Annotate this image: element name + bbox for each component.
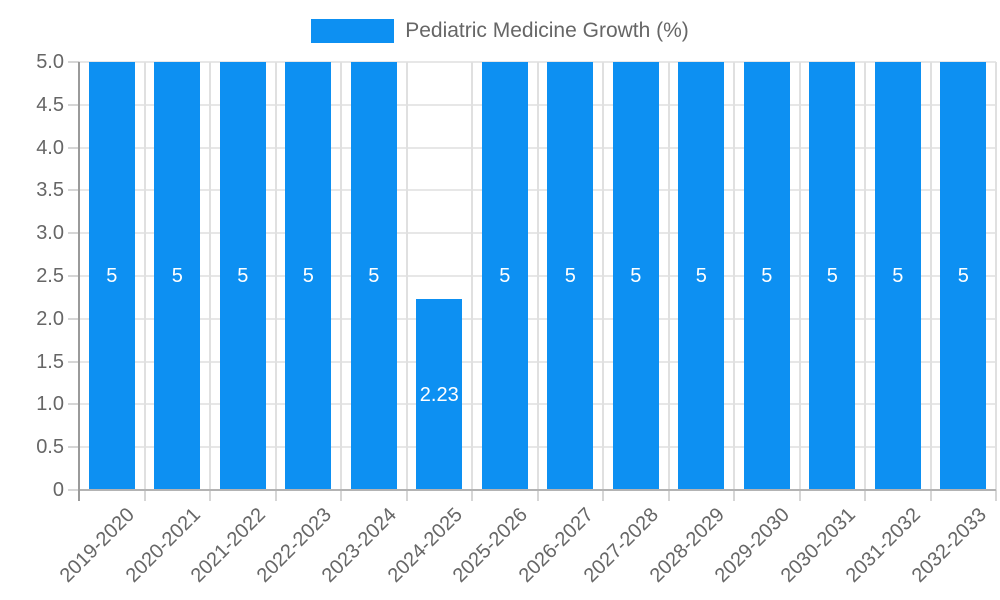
bar[interactable]: [285, 62, 332, 490]
y-axis-tick-label: 3.0: [36, 222, 64, 245]
bar-value-label: 5: [892, 265, 904, 287]
v-gridline: [274, 62, 277, 490]
bar-value-label: 5: [695, 265, 707, 287]
x-tick-mark: [340, 490, 342, 501]
bar-value-label: 5: [106, 265, 118, 287]
bar-value-label: 5: [761, 265, 773, 287]
v-gridline: [798, 62, 801, 490]
y-axis-tick-label: 3.5: [36, 179, 64, 202]
bar[interactable]: [743, 62, 790, 490]
y-tick-mark: [68, 403, 79, 406]
x-tick-mark: [405, 490, 408, 501]
legend-swatch-icon: [311, 19, 395, 43]
x-tick-mark: [995, 490, 997, 501]
bar[interactable]: [481, 62, 528, 490]
v-gridline: [405, 62, 408, 490]
y-tick-mark: [68, 446, 79, 449]
v-gridline: [602, 62, 604, 490]
bar[interactable]: [154, 62, 201, 490]
y-axis-tick-label: 4.0: [36, 136, 64, 159]
v-gridline: [995, 62, 997, 490]
y-tick-mark: [68, 189, 79, 192]
v-gridline: [864, 62, 866, 490]
x-tick-mark: [143, 490, 146, 501]
bar[interactable]: [809, 62, 856, 490]
y-axis-tick-label: 2.0: [36, 307, 64, 330]
y-axis-tick-label: 1.0: [36, 393, 64, 416]
y-tick-mark: [68, 61, 79, 63]
y-axis-tick-label: 5.0: [36, 51, 64, 73]
y-tick-mark: [68, 232, 79, 235]
y-tick-mark: [68, 317, 79, 320]
y-axis-tick-label: 4.5: [36, 93, 64, 116]
bar[interactable]: [547, 62, 594, 490]
v-gridline: [667, 62, 670, 490]
bar-value-label: 5: [368, 265, 380, 287]
bar[interactable]: [874, 62, 921, 490]
bar[interactable]: [88, 62, 135, 490]
bar-value-label: 5: [564, 265, 576, 287]
bar[interactable]: [612, 62, 659, 490]
x-axis-line: [79, 489, 996, 491]
x-tick-mark: [864, 490, 866, 501]
v-gridline: [143, 62, 146, 490]
bar[interactable]: [678, 62, 725, 490]
y-tick-mark: [68, 103, 79, 106]
bar-value-label: 5: [957, 265, 969, 287]
bar-value-label: 5: [171, 265, 183, 287]
y-axis-line: [78, 62, 80, 501]
x-tick-mark: [929, 490, 932, 501]
x-tick-mark: [798, 490, 801, 501]
x-tick-mark: [667, 490, 670, 501]
legend[interactable]: Pediatric Medicine Growth (%): [0, 19, 1000, 43]
bar[interactable]: [219, 62, 266, 490]
y-axis-tick-label: 0.5: [36, 436, 64, 459]
x-tick-mark: [471, 490, 473, 501]
y-tick-mark: [68, 489, 79, 491]
x-tick-mark: [536, 490, 539, 501]
bar-value-label: 5: [826, 265, 838, 287]
bar[interactable]: [940, 62, 987, 490]
v-gridline: [929, 62, 932, 490]
v-gridline: [209, 62, 211, 490]
bar-value-label: 5: [302, 265, 314, 287]
y-axis-tick-label: 1.5: [36, 350, 64, 373]
bar-value-label: 2.23: [419, 383, 459, 406]
y-axis-tick-label: 2.5: [36, 265, 64, 287]
bar-value-label: 5: [237, 265, 249, 287]
x-tick-mark: [274, 490, 277, 501]
bar-value-label: 5: [499, 265, 511, 287]
x-tick-mark: [209, 490, 211, 501]
bar-value-label: 5: [630, 265, 642, 287]
x-tick-mark: [602, 490, 604, 501]
y-axis-tick-label: 0: [52, 479, 64, 501]
v-gridline: [340, 62, 342, 490]
bar[interactable]: [350, 62, 397, 490]
y-tick-mark: [68, 360, 79, 363]
v-gridline: [733, 62, 735, 490]
x-tick-mark: [733, 490, 735, 501]
legend-label: Pediatric Medicine Growth (%): [405, 19, 689, 42]
v-gridline: [536, 62, 539, 490]
bar[interactable]: [416, 299, 463, 490]
v-gridline: [471, 62, 473, 490]
y-tick-mark: [68, 146, 79, 149]
y-tick-mark: [68, 275, 79, 277]
